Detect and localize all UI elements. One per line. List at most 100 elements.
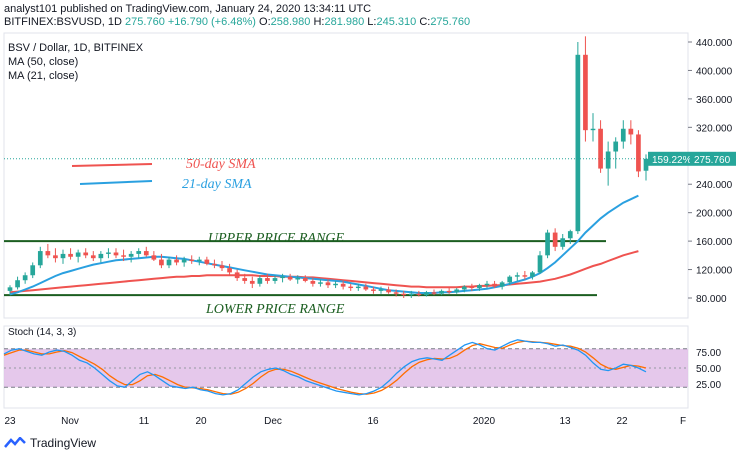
candle-body — [219, 265, 225, 269]
candle-body — [560, 238, 566, 247]
time-tick-label: Dec — [264, 416, 282, 427]
candle-body — [333, 283, 338, 286]
candle-body — [280, 276, 285, 279]
candle-body — [416, 293, 422, 296]
close-value: 275.760 — [430, 16, 471, 28]
candle-body — [636, 134, 641, 172]
candle-body — [325, 282, 331, 286]
candle-body — [98, 253, 104, 259]
candle-body — [204, 259, 210, 264]
candle-body — [159, 259, 164, 266]
candle-body — [371, 289, 376, 291]
chart-title: BSV / Dollar, 1D, BITFINEX — [8, 42, 144, 54]
candle-body — [552, 232, 558, 247]
candle-body — [514, 275, 520, 277]
ma50-line — [9, 250, 639, 294]
candle-body — [477, 285, 482, 289]
tradingview-logo-icon — [4, 437, 26, 448]
symbol-label: BITFINEX:BSVUSD, 1D — [4, 16, 122, 28]
time-tick-label: 2020 — [473, 416, 496, 427]
candle-body — [151, 255, 157, 260]
candle-body — [507, 276, 513, 283]
price-tick-label: 400.000 — [696, 66, 733, 77]
candle-body — [583, 54, 588, 131]
candle-body — [386, 289, 391, 293]
candle-body — [393, 292, 399, 294]
time-tick-label: 20 — [195, 416, 207, 427]
candle-body — [643, 158, 649, 171]
pct-tag-label: 159.22% — [652, 155, 692, 166]
low-value: 245.310 — [376, 16, 417, 28]
candle-body — [90, 255, 96, 259]
candle-body — [340, 283, 346, 287]
candle-body — [37, 251, 43, 266]
candle-body — [567, 231, 573, 239]
candle-body — [30, 265, 36, 276]
candle-body — [537, 255, 543, 273]
candle-body — [113, 252, 119, 256]
sma21-annotation: 21-day SMA — [182, 177, 252, 192]
high-value: 281.980 — [324, 16, 365, 28]
candle-body — [408, 293, 414, 296]
open-value: 258.980 — [270, 16, 311, 28]
price-tick-label: 320.000 — [696, 123, 733, 134]
sma21-sample-line — [79, 180, 153, 185]
stoch-title: Stoch (14, 3, 3) — [8, 327, 77, 338]
candle-body — [310, 280, 316, 284]
candle-body — [522, 275, 528, 277]
time-tick-label: 22 — [616, 416, 628, 427]
time-tick-label: 11 — [139, 416, 150, 427]
stoch-tick-label: 50.00 — [696, 364, 721, 375]
price-tick-label: 440.000 — [696, 38, 733, 49]
candle-body — [106, 252, 111, 254]
candle-body — [605, 151, 611, 169]
candle-body — [196, 259, 202, 262]
candle-body — [234, 272, 240, 279]
candle-body — [249, 280, 255, 284]
tradingview-footer[interactable]: TradingView — [4, 436, 96, 450]
low-label: L: — [367, 16, 377, 28]
candle-body — [212, 263, 217, 266]
candle-body — [530, 272, 535, 277]
time-tick-label: 13 — [559, 416, 571, 427]
brand-name: TradingView — [30, 436, 97, 450]
high-label: H: — [313, 16, 325, 28]
candle-body — [181, 259, 187, 263]
price-tick-label: 360.000 — [696, 95, 733, 106]
candle-body — [166, 259, 172, 266]
candle-body — [287, 276, 293, 280]
candle-body — [143, 251, 149, 256]
ohlc-bar: BITFINEX:BSVUSD, 1D 275.760 +16.790 (+6.… — [4, 16, 470, 28]
close-label: C: — [419, 16, 431, 28]
candle-body — [401, 293, 407, 296]
candle-body — [499, 282, 505, 287]
candle-body — [598, 128, 603, 169]
price-pane-frame — [3, 32, 689, 319]
time-tick-label: 23 — [4, 416, 16, 427]
open-label: O: — [259, 16, 271, 28]
candle-body — [83, 252, 89, 256]
stoch-k-line — [3, 339, 647, 396]
candle-body — [439, 290, 444, 294]
candle-body — [7, 287, 13, 291]
price-tag — [690, 151, 736, 166]
price-tick-label: 80.000 — [696, 294, 727, 305]
price-tick-label: 240.000 — [696, 180, 733, 191]
candle-body — [461, 286, 467, 290]
candle-body — [492, 283, 497, 287]
candle-body — [454, 289, 460, 293]
candle-body — [355, 286, 361, 289]
candle-body — [136, 251, 142, 254]
sma50-sample-line — [71, 163, 153, 167]
price-tag-label: 275.760 — [694, 155, 731, 166]
candle-body — [265, 278, 270, 281]
candle-body — [424, 292, 429, 296]
candle-body — [318, 282, 323, 284]
candle-body — [257, 278, 263, 284]
candle-body — [446, 290, 452, 293]
candle-body — [242, 278, 248, 281]
candle-body — [628, 128, 634, 135]
time-tick-label: 16 — [367, 416, 379, 427]
change-value: +16.790 (+6.48%) — [167, 16, 256, 28]
